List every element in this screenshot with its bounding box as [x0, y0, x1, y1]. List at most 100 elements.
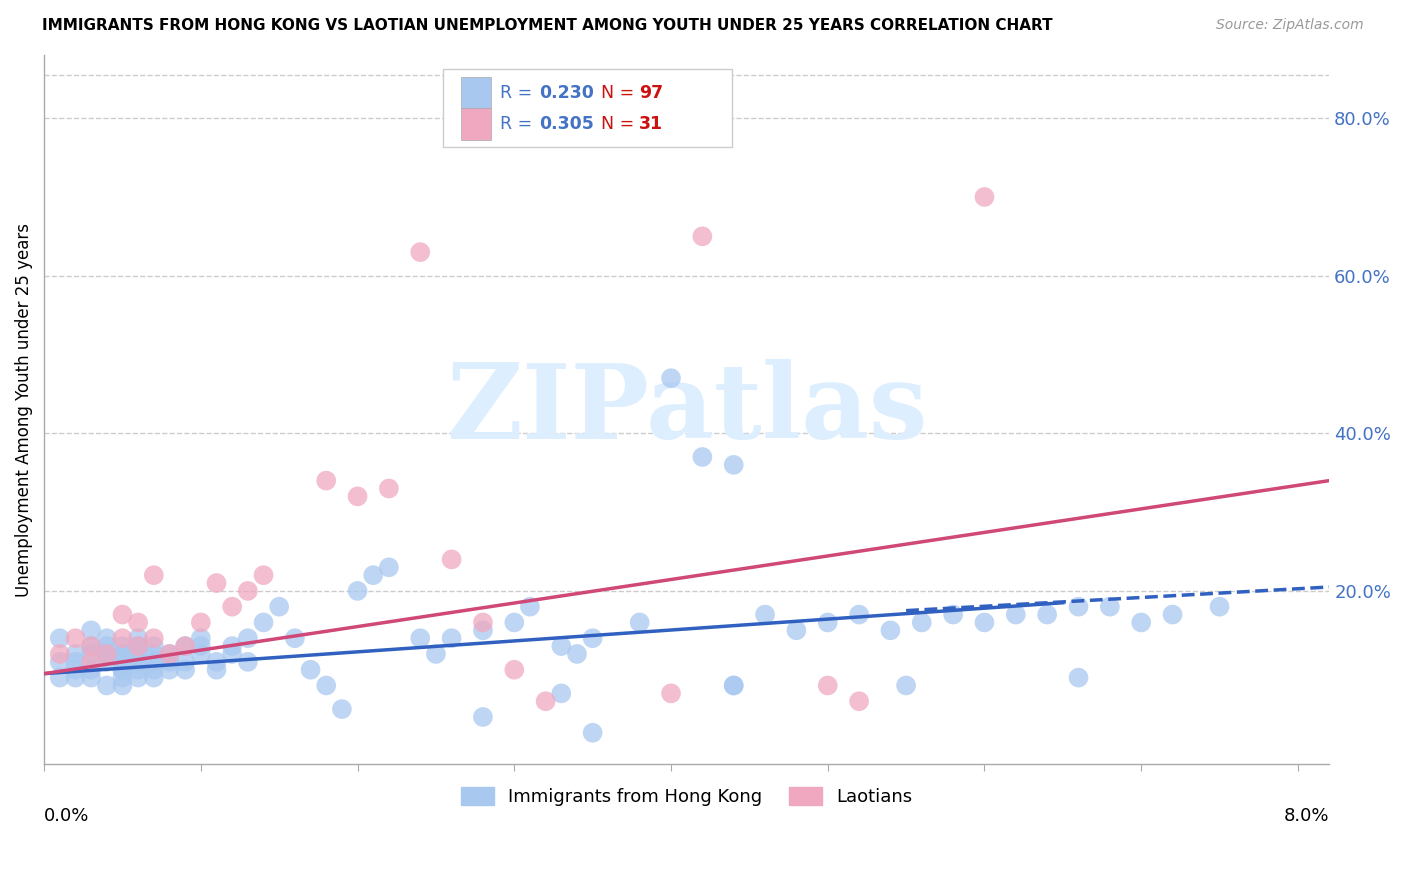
Point	[127, 647, 149, 661]
Point	[361, 568, 384, 582]
Text: Source: ZipAtlas.com: Source: ZipAtlas.com	[1216, 18, 1364, 32]
Point	[111, 671, 134, 685]
Point	[174, 655, 197, 669]
Point	[236, 655, 259, 669]
Point	[409, 245, 432, 260]
Point	[471, 624, 494, 638]
Point	[330, 702, 353, 716]
Text: 0.0%: 0.0%	[44, 807, 90, 825]
Point	[692, 229, 714, 244]
Point	[252, 568, 274, 582]
Point	[1067, 599, 1090, 614]
Point	[174, 639, 197, 653]
Point	[503, 615, 526, 630]
Point	[1098, 599, 1121, 614]
Point	[80, 655, 103, 669]
Point	[127, 631, 149, 645]
Text: 8.0%: 8.0%	[1284, 807, 1329, 825]
Point	[96, 631, 118, 645]
Point	[1004, 607, 1026, 622]
Point	[315, 678, 337, 692]
Point	[471, 710, 494, 724]
Point	[817, 615, 839, 630]
Point	[1130, 615, 1153, 630]
Point	[49, 655, 72, 669]
Point	[159, 647, 181, 661]
Point	[848, 694, 870, 708]
Point	[127, 639, 149, 653]
Point	[80, 639, 103, 653]
Point	[221, 639, 243, 653]
Point	[565, 647, 588, 661]
Point	[942, 607, 965, 622]
Point	[65, 671, 87, 685]
Point	[346, 489, 368, 503]
Point	[236, 583, 259, 598]
Point	[111, 663, 134, 677]
Point	[440, 631, 463, 645]
Point	[142, 568, 165, 582]
Point	[503, 663, 526, 677]
Point	[785, 624, 807, 638]
Point	[315, 474, 337, 488]
Text: ZIPatlas: ZIPatlas	[446, 359, 928, 460]
Point	[80, 671, 103, 685]
Point	[111, 607, 134, 622]
Point	[174, 639, 197, 653]
Point	[692, 450, 714, 464]
Point	[80, 624, 103, 638]
Point	[550, 686, 572, 700]
Point	[65, 663, 87, 677]
Point	[973, 190, 995, 204]
Point	[534, 694, 557, 708]
Point	[440, 552, 463, 566]
Point	[723, 678, 745, 692]
Text: 0.305: 0.305	[538, 115, 593, 133]
Point	[96, 639, 118, 653]
Point	[1208, 599, 1230, 614]
Point	[159, 663, 181, 677]
FancyBboxPatch shape	[461, 108, 491, 139]
Point	[848, 607, 870, 622]
Point	[80, 639, 103, 653]
Text: N =: N =	[591, 115, 640, 133]
Point	[911, 615, 934, 630]
Point	[80, 647, 103, 661]
Point	[1036, 607, 1059, 622]
Point	[49, 631, 72, 645]
Point	[159, 647, 181, 661]
Point	[190, 615, 212, 630]
Point	[723, 458, 745, 472]
Point	[65, 631, 87, 645]
Point	[659, 686, 682, 700]
Point	[80, 663, 103, 677]
Point	[96, 647, 118, 661]
Point	[205, 576, 228, 591]
Point	[346, 583, 368, 598]
Point	[628, 615, 651, 630]
Point	[111, 647, 134, 661]
Point	[142, 647, 165, 661]
Point	[973, 615, 995, 630]
Point	[96, 655, 118, 669]
Point	[96, 647, 118, 661]
Point	[221, 647, 243, 661]
Point	[190, 631, 212, 645]
Point	[582, 631, 605, 645]
Point	[142, 631, 165, 645]
Point	[269, 599, 291, 614]
Point	[409, 631, 432, 645]
Point	[127, 639, 149, 653]
Point	[817, 678, 839, 692]
Point	[174, 663, 197, 677]
Text: R =: R =	[501, 115, 538, 133]
Point	[236, 631, 259, 645]
Text: IMMIGRANTS FROM HONG KONG VS LAOTIAN UNEMPLOYMENT AMONG YOUTH UNDER 25 YEARS COR: IMMIGRANTS FROM HONG KONG VS LAOTIAN UNE…	[42, 18, 1053, 33]
Point	[111, 639, 134, 653]
Text: N =: N =	[591, 84, 640, 102]
Point	[111, 655, 134, 669]
Point	[378, 560, 401, 574]
Point	[65, 647, 87, 661]
Point	[221, 599, 243, 614]
Point	[111, 647, 134, 661]
